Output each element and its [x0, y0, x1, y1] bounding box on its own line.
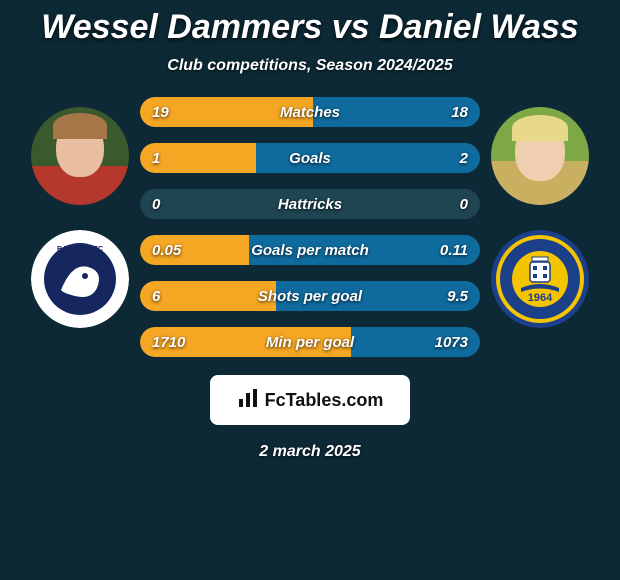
stat-label: Shots per goal — [258, 288, 362, 305]
stat-row: 1710 1073 Min per goal — [140, 327, 480, 357]
svg-text:RANDERS FC: RANDERS FC — [57, 246, 103, 253]
stat-row: 6 9.5 Shots per goal — [140, 281, 480, 311]
stat-value-right: 0 — [460, 196, 468, 213]
svg-text:1964: 1964 — [528, 292, 553, 304]
stat-fill-left — [140, 281, 276, 311]
stat-value-right: 18 — [451, 104, 468, 121]
fctables-icon — [237, 387, 259, 414]
stat-value-left: 1710 — [152, 334, 185, 351]
footer-brand-badge[interactable]: FcTables.com — [210, 375, 410, 425]
stat-label: Goals per match — [251, 242, 369, 259]
stat-value-left: 0.05 — [152, 242, 181, 259]
stat-value-right: 0.11 — [440, 242, 468, 259]
club-right-badge: 1964 — [491, 230, 589, 328]
player-right-avatar — [491, 107, 589, 205]
comparison-card: Wessel Dammers vs Daniel Wass Club compe… — [0, 0, 620, 580]
page-title: Wessel Dammers vs Daniel Wass — [0, 8, 620, 47]
stats-column: 19 18 Matches 1 2 Goals 0 0 Hattricks 0.05 0.11 Goa… — [135, 97, 485, 357]
stat-label: Min per goal — [266, 334, 354, 351]
stat-label: Hattricks — [278, 196, 342, 213]
stat-row: 0.05 0.11 Goals per match — [140, 235, 480, 265]
subtitle: Club competitions, Season 2024/2025 — [0, 57, 620, 75]
stat-value-left: 6 — [152, 288, 160, 305]
stat-value-left: 1 — [152, 150, 160, 167]
club-right-icon: 1964 — [491, 230, 589, 328]
club-left-badge: RANDERS FC — [31, 230, 129, 328]
date-line: 2 march 2025 — [0, 443, 620, 461]
stat-value-right: 1073 — [435, 334, 468, 351]
stat-row: 1 2 Goals — [140, 143, 480, 173]
footer-brand-label: FcTables.com — [265, 390, 384, 411]
stat-row: 19 18 Matches — [140, 97, 480, 127]
stat-value-right: 9.5 — [447, 288, 468, 305]
main-area: RANDERS FC 19 18 Matches 1 2 Goals 0 0 Hattricks… — [0, 97, 620, 357]
stat-label: Matches — [280, 104, 340, 121]
stat-value-right: 2 — [460, 150, 468, 167]
stat-label: Goals — [289, 150, 331, 167]
left-column: RANDERS FC — [25, 97, 135, 328]
stat-value-left: 19 — [152, 104, 169, 121]
stat-value-left: 0 — [152, 196, 160, 213]
player-left-avatar — [31, 107, 129, 205]
right-column: 1964 — [485, 97, 595, 328]
club-left-icon: RANDERS FC — [31, 230, 129, 328]
stat-row: 0 0 Hattricks — [140, 189, 480, 219]
